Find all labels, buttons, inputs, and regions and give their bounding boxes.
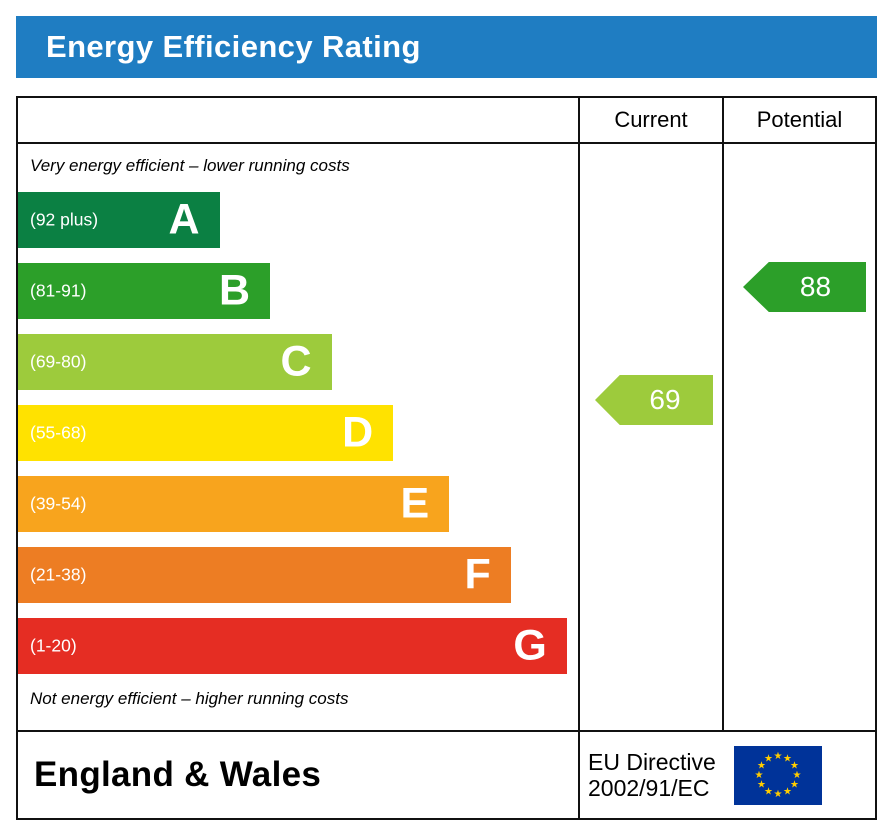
band-grade-letter: D: [342, 408, 374, 457]
band-grade-letter: E: [400, 479, 430, 528]
band-bar-b: (81-91) B: [18, 263, 270, 320]
eu-flag-stars: ★ ★★★★★★★★★★★: [754, 751, 801, 800]
band-row-d: (55-68) D: [18, 405, 578, 462]
svg-text:★: ★: [764, 786, 773, 797]
page-title: Energy Efficiency Rating: [46, 29, 421, 64]
band-range-label: (92 plus): [30, 209, 99, 230]
band-range-label: (1-20): [30, 635, 77, 656]
svg-text:★: ★: [783, 786, 792, 797]
bands-area: Very energy efficient – lower running co…: [18, 144, 578, 730]
svg-text:★: ★: [757, 760, 766, 771]
band-grade-letter: C: [280, 337, 312, 386]
eu-flag-icon: ★ ★★★★★★★★★★★: [733, 745, 822, 805]
band-grade-letter: B: [218, 266, 250, 315]
svg-text:★: ★: [790, 779, 799, 790]
band-range-label: (69-80): [30, 351, 87, 372]
band-bar-a: (92 plus) A: [18, 192, 220, 249]
title-bar: Energy Efficiency Rating: [16, 16, 877, 78]
band-row-e: (39-54) E: [18, 476, 578, 533]
band-bar-f: (21-38) F: [18, 547, 511, 604]
svg-text:★: ★: [754, 770, 763, 781]
band-grade-letter: A: [168, 195, 200, 244]
column-header-potential: Potential: [722, 98, 875, 144]
svg-text:★: ★: [764, 753, 773, 764]
top-caption: Very energy efficient – lower running co…: [30, 156, 350, 175]
energy-rating-chart: Current Potential Very energy efficient …: [16, 96, 877, 820]
band-row-g: (1-20) G: [18, 618, 578, 675]
band-grade-letter: F: [464, 550, 491, 599]
band-bar-e: (39-54) E: [18, 476, 450, 533]
current-rating-column: 69: [578, 144, 722, 730]
band-bar-g: (1-20) G: [18, 618, 567, 675]
band-range-label: (81-91): [30, 280, 87, 301]
band-bar-c: (69-80) C: [18, 334, 332, 391]
potential-rating-column: 88: [722, 144, 875, 730]
band-bar-d: (55-68) D: [18, 405, 394, 462]
footer-region-label: England & Wales: [18, 730, 578, 818]
band-row-c: (69-80) C: [18, 334, 578, 391]
svg-text:★: ★: [773, 751, 782, 762]
bands-list: (92 plus) A (81-91) B (69-80) C (55-68) D (39-54…: [18, 192, 578, 675]
eu-flag-rect: [733, 745, 822, 805]
eu-directive-label: EU Directive 2002/91/EC: [588, 749, 716, 801]
bottom-caption: Not energy efficient – higher running co…: [30, 689, 349, 709]
potential-rating-value: 88: [799, 271, 832, 302]
band-row-b: (81-91) B: [18, 263, 578, 320]
svg-text:★: ★: [783, 753, 792, 764]
header-blank-cell: [18, 98, 578, 144]
eu-directive-line1: EU Directive: [588, 749, 716, 776]
current-rating-arrow: 69: [595, 375, 713, 425]
eu-directive-line2: 2002/91/EC: [588, 775, 710, 801]
band-range-label: (21-38): [30, 564, 87, 585]
band-range-label: (55-68): [30, 422, 87, 443]
column-header-current: Current: [578, 98, 722, 144]
band-row-a: (92 plus) A: [18, 192, 578, 249]
band-range-label: (39-54): [30, 493, 87, 514]
svg-text:★: ★: [773, 789, 782, 800]
band-grade-letter: G: [513, 621, 547, 670]
footer-directive-area: EU Directive 2002/91/EC ★ ★ ★ ★ ★ ★ ★ ★ ★ ★ ★ ★: [578, 730, 875, 818]
svg-text:★: ★: [790, 760, 799, 771]
svg-text:★: ★: [757, 779, 766, 790]
svg-text:★: ★: [792, 770, 801, 781]
band-row-f: (21-38) F: [18, 547, 578, 604]
current-rating-value: 69: [649, 384, 681, 415]
potential-rating-arrow: 88: [743, 262, 866, 312]
